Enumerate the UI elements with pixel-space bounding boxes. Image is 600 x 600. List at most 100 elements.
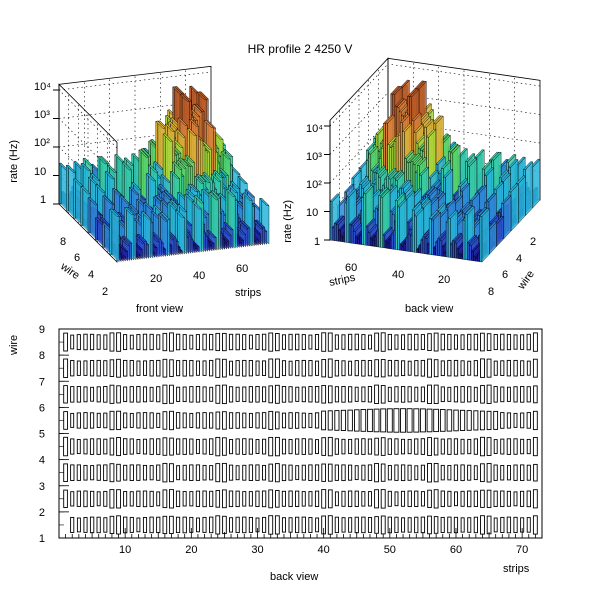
- box-cell: [506, 465, 511, 481]
- box-cell: [440, 464, 445, 481]
- lego-bar: [80, 163, 91, 172]
- box-cell: [394, 464, 399, 481]
- box-cell: [315, 439, 319, 455]
- box-cell: [493, 386, 498, 403]
- box-cell: [242, 516, 247, 534]
- box-cell: [70, 386, 75, 403]
- box-cell: [447, 359, 452, 377]
- box-cell: [295, 490, 300, 507]
- box-cell: [354, 490, 359, 507]
- box-cell: [109, 359, 115, 377]
- box-cell: [222, 358, 227, 378]
- box-cell: [334, 464, 339, 481]
- box-cell: [242, 334, 247, 351]
- box-cell: [433, 384, 439, 404]
- p3d1-grid-line: [58, 128, 212, 148]
- box-cell: [427, 384, 432, 404]
- box-cell: [70, 464, 75, 481]
- box-cell: [473, 490, 478, 507]
- box-cell: [301, 464, 306, 481]
- box-cell: [301, 491, 306, 507]
- box-cell: [400, 464, 406, 482]
- box-cell: [83, 360, 88, 376]
- box-cell: [453, 464, 459, 481]
- box-cell: [460, 517, 465, 533]
- box-cell: [255, 360, 260, 376]
- box-cell: [380, 359, 386, 378]
- caption-back-view-bottom: back view: [270, 571, 319, 583]
- box-cell: [374, 437, 379, 456]
- box-cell: [288, 517, 293, 533]
- box-cell: [341, 464, 346, 482]
- box-cell: [407, 464, 412, 481]
- box-cell: [327, 489, 333, 509]
- box-cell: [162, 411, 168, 430]
- box-cell: [248, 438, 253, 455]
- box-cell: [123, 464, 128, 481]
- box-cell: [142, 438, 148, 455]
- box-cell: [221, 384, 227, 405]
- box-cell: [182, 464, 187, 481]
- box-cell: [500, 412, 505, 429]
- lego-bar: [114, 154, 125, 163]
- box-cell: [526, 490, 531, 508]
- box-cell: [268, 385, 273, 404]
- box-cell: [420, 359, 426, 377]
- box-cell: [433, 516, 439, 534]
- box-y-axis-title: wire: [8, 335, 20, 356]
- box-cell: [301, 412, 306, 429]
- box-x-axis-title: strips: [503, 563, 530, 575]
- lego-bar: [153, 161, 164, 170]
- box-cell: [202, 490, 207, 508]
- box-cell: [447, 438, 452, 455]
- lego-bar: [222, 149, 234, 158]
- box-cell: [480, 489, 485, 508]
- box-cell: [360, 409, 367, 432]
- box-cell: [460, 334, 465, 350]
- box-cell: [103, 490, 108, 507]
- box-cell: [255, 412, 260, 429]
- box-cell: [63, 463, 68, 482]
- box-cell: [367, 360, 373, 377]
- box-cell: [414, 516, 419, 534]
- box-cell: [215, 463, 221, 483]
- box-cell: [76, 439, 81, 455]
- box-cell: [109, 437, 115, 456]
- box-cell: [447, 333, 452, 351]
- box-cell: [453, 438, 459, 455]
- box-cell: [123, 359, 128, 377]
- box-cell: [209, 465, 214, 481]
- box-cell: [63, 436, 69, 457]
- box-cell: [215, 332, 221, 352]
- box-cell: [136, 412, 141, 429]
- box-cell: [242, 359, 247, 377]
- box-cell: [70, 516, 75, 533]
- box-cell: [447, 516, 452, 534]
- box-cell: [380, 463, 386, 482]
- box-cell: [447, 490, 452, 507]
- box-cell: [400, 408, 407, 433]
- box-cell: [453, 359, 459, 377]
- box-cell: [89, 412, 95, 429]
- box-cell: [156, 334, 161, 350]
- box-cell: [228, 490, 234, 508]
- box-cell: [96, 412, 101, 428]
- box-cell: [433, 489, 439, 509]
- box-cell: [288, 386, 293, 403]
- box-cell: [288, 412, 293, 429]
- box-cell: [308, 464, 313, 481]
- box-cell: [229, 517, 234, 533]
- box-cell: [506, 333, 512, 351]
- box-cell: [467, 464, 472, 481]
- box-cell: [440, 360, 445, 377]
- box-cell: [387, 386, 392, 402]
- box-cell: [520, 464, 525, 481]
- box-cell: [295, 333, 300, 351]
- box-cell: [348, 360, 353, 376]
- box-cell: [175, 333, 181, 351]
- box-cell: [70, 412, 75, 428]
- box-cell: [189, 360, 194, 377]
- box-y-tick-label: 3: [39, 481, 45, 493]
- box-cell: [394, 359, 399, 377]
- box-cell: [63, 489, 68, 508]
